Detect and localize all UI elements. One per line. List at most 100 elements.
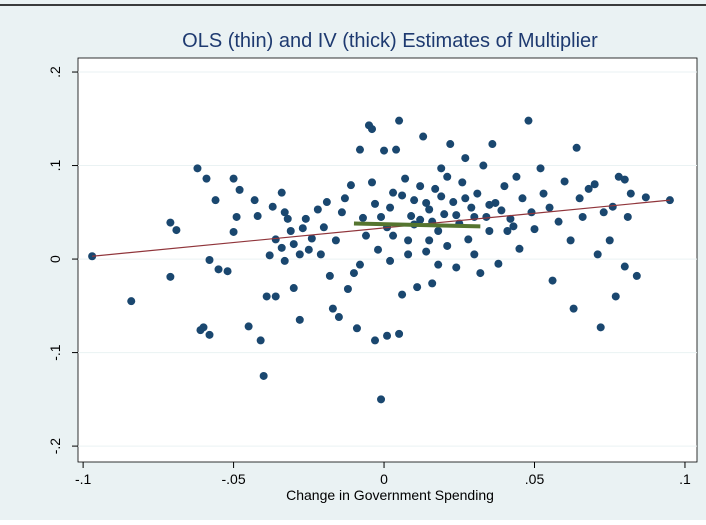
point	[380, 146, 389, 155]
point	[518, 194, 527, 203]
point	[560, 177, 569, 186]
point	[127, 297, 136, 306]
point	[223, 267, 232, 276]
point	[328, 304, 337, 313]
point	[515, 244, 524, 253]
point	[572, 143, 581, 152]
point	[232, 212, 241, 221]
y-tick-label: .1	[47, 160, 63, 172]
point	[434, 260, 443, 269]
fit-line	[92, 199, 670, 257]
point	[166, 272, 175, 281]
point	[250, 196, 259, 205]
point	[470, 250, 479, 259]
point	[599, 208, 608, 217]
point	[524, 116, 533, 125]
point	[205, 256, 214, 264]
point	[626, 189, 635, 198]
point	[389, 188, 398, 197]
point	[545, 203, 554, 212]
point	[611, 292, 620, 301]
point	[578, 212, 587, 221]
point	[452, 211, 461, 220]
point	[325, 271, 334, 280]
point	[458, 178, 467, 187]
point	[464, 235, 473, 244]
point	[473, 189, 482, 198]
x-tick-label: 0	[380, 471, 388, 487]
x-tick-label: .1	[679, 471, 691, 487]
point	[371, 199, 380, 208]
point	[596, 323, 605, 332]
point	[229, 174, 238, 183]
point	[527, 208, 536, 217]
point	[202, 174, 211, 183]
point	[313, 205, 322, 214]
point	[295, 315, 304, 324]
point	[620, 175, 629, 184]
point	[374, 245, 383, 254]
point	[172, 226, 181, 235]
point	[584, 184, 593, 193]
point	[590, 180, 599, 189]
fit-line	[353, 221, 481, 229]
point	[277, 188, 286, 197]
point	[632, 271, 641, 280]
point	[593, 250, 602, 259]
point	[331, 236, 340, 245]
point	[377, 212, 386, 221]
point	[482, 212, 491, 221]
point	[368, 178, 377, 187]
point	[283, 214, 292, 223]
chart-title: OLS (thin) and IV (thick) Estimates of M…	[182, 30, 598, 52]
point	[437, 164, 446, 173]
point	[467, 203, 476, 212]
point	[322, 198, 331, 207]
point	[569, 304, 578, 313]
point	[298, 224, 307, 233]
y-tick-label: .2	[47, 66, 63, 78]
point	[620, 262, 629, 271]
point	[346, 181, 355, 190]
point	[307, 234, 316, 243]
point	[334, 313, 343, 322]
point	[289, 284, 298, 293]
point	[395, 116, 404, 125]
point	[614, 172, 623, 181]
point	[416, 215, 425, 224]
point	[271, 235, 280, 244]
point	[410, 196, 419, 205]
point	[401, 174, 410, 183]
point	[211, 196, 220, 205]
point	[349, 269, 358, 278]
point	[352, 324, 361, 333]
point	[358, 213, 367, 222]
point	[377, 395, 386, 404]
point	[449, 198, 458, 207]
point	[383, 331, 392, 340]
point	[452, 263, 461, 272]
point	[361, 231, 370, 240]
point	[428, 279, 437, 288]
point	[404, 236, 413, 245]
point	[485, 227, 494, 236]
point	[262, 292, 271, 301]
point	[398, 191, 407, 200]
point	[422, 198, 431, 207]
point	[355, 260, 364, 269]
x-tick-label: -.05	[222, 471, 246, 487]
point	[386, 203, 395, 212]
point	[461, 194, 470, 203]
point	[575, 194, 584, 203]
point	[265, 251, 274, 260]
point	[512, 172, 521, 181]
point	[392, 145, 401, 154]
point	[488, 140, 497, 149]
point	[368, 125, 377, 134]
point	[253, 212, 262, 221]
y-tick-label: -.1	[47, 344, 63, 361]
y-tick-label: -.2	[47, 438, 63, 455]
point	[244, 322, 253, 331]
point	[485, 200, 494, 209]
